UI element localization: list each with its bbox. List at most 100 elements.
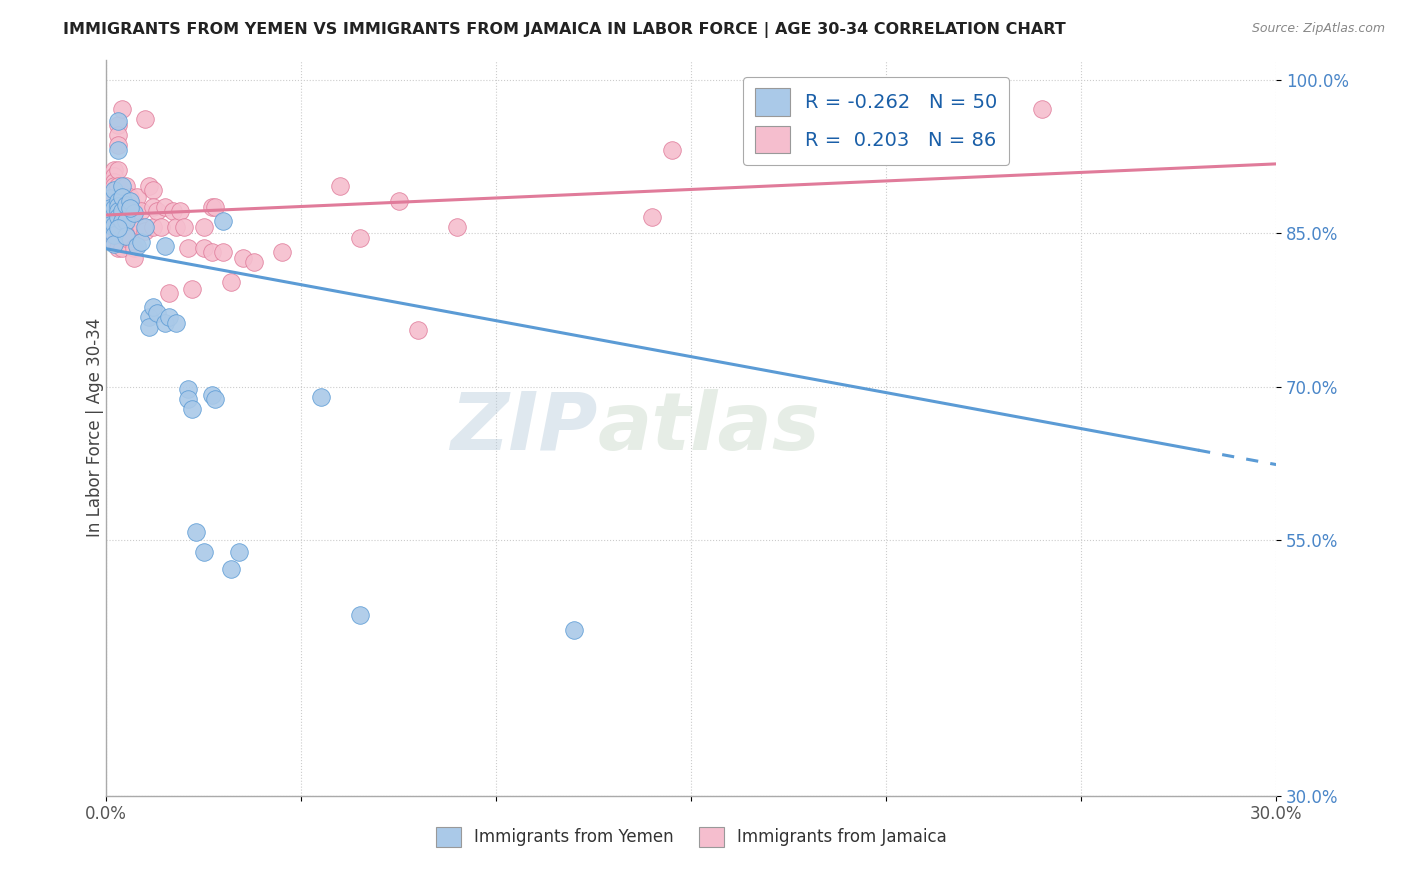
- Point: [193, 220, 215, 235]
- Point: [107, 206, 129, 220]
- Point: [562, 623, 585, 637]
- Point: [131, 220, 153, 235]
- Point: [162, 203, 184, 218]
- Point: [127, 189, 149, 203]
- Point: [270, 244, 292, 259]
- Point: [98, 200, 121, 214]
- Point: [114, 229, 136, 244]
- Point: [228, 545, 250, 559]
- Point: [153, 238, 176, 252]
- Point: [131, 235, 153, 249]
- Point: [177, 382, 200, 396]
- Point: [107, 138, 129, 153]
- Point: [103, 194, 125, 208]
- Point: [107, 200, 129, 214]
- Point: [181, 402, 204, 417]
- Point: [103, 201, 125, 215]
- Point: [134, 220, 156, 235]
- Point: [107, 220, 129, 235]
- Point: [122, 210, 145, 224]
- Point: [98, 219, 121, 233]
- Point: [111, 179, 134, 194]
- Point: [212, 214, 235, 228]
- Point: [169, 203, 191, 218]
- Point: [1031, 102, 1053, 116]
- Point: [118, 201, 141, 215]
- Point: [406, 322, 429, 336]
- Point: [114, 214, 136, 228]
- Point: [111, 194, 134, 208]
- Point: [111, 203, 134, 218]
- Point: [103, 184, 125, 198]
- Point: [138, 179, 160, 194]
- Point: [111, 189, 134, 203]
- Point: [98, 194, 121, 208]
- Point: [349, 607, 371, 622]
- Point: [111, 102, 134, 116]
- Point: [149, 220, 172, 235]
- Point: [107, 230, 129, 244]
- Point: [134, 224, 156, 238]
- Point: [114, 230, 136, 244]
- Point: [127, 238, 149, 252]
- Point: [111, 203, 134, 218]
- Point: [107, 199, 129, 213]
- Point: [157, 285, 180, 300]
- Point: [181, 282, 204, 296]
- Point: [122, 200, 145, 214]
- Text: IMMIGRANTS FROM YEMEN VS IMMIGRANTS FROM JAMAICA IN LABOR FORCE | AGE 30-34 CORR: IMMIGRANTS FROM YEMEN VS IMMIGRANTS FROM…: [63, 22, 1066, 38]
- Point: [103, 211, 125, 225]
- Point: [98, 211, 121, 225]
- Point: [114, 198, 136, 212]
- Point: [107, 143, 129, 157]
- Point: [103, 219, 125, 233]
- Point: [103, 206, 125, 220]
- Point: [146, 203, 169, 218]
- Point: [153, 200, 176, 214]
- Point: [122, 241, 145, 255]
- Point: [309, 390, 332, 404]
- Point: [138, 310, 160, 325]
- Point: [177, 392, 200, 406]
- Point: [200, 244, 222, 259]
- Point: [661, 143, 683, 157]
- Point: [212, 244, 235, 259]
- Point: [98, 201, 121, 215]
- Point: [103, 200, 125, 214]
- Point: [173, 220, 195, 235]
- Point: [177, 241, 200, 255]
- Point: [184, 524, 207, 539]
- Point: [243, 255, 266, 269]
- Point: [219, 562, 242, 576]
- Point: [118, 230, 141, 244]
- Point: [153, 317, 176, 331]
- Text: Source: ZipAtlas.com: Source: ZipAtlas.com: [1251, 22, 1385, 36]
- Point: [111, 220, 134, 235]
- Point: [118, 194, 141, 208]
- Point: [114, 210, 136, 224]
- Point: [142, 220, 165, 235]
- Text: atlas: atlas: [598, 389, 820, 467]
- Point: [131, 203, 153, 218]
- Point: [118, 200, 141, 214]
- Point: [111, 241, 134, 255]
- Y-axis label: In Labor Force | Age 30-34: In Labor Force | Age 30-34: [86, 318, 104, 537]
- Point: [219, 276, 242, 290]
- Point: [107, 114, 129, 128]
- Point: [107, 128, 129, 143]
- Point: [107, 189, 129, 203]
- Point: [165, 220, 187, 235]
- Point: [103, 220, 125, 235]
- Point: [114, 179, 136, 194]
- Point: [103, 163, 125, 178]
- Point: [103, 169, 125, 183]
- Point: [107, 179, 129, 194]
- Point: [107, 118, 129, 132]
- Point: [107, 194, 129, 208]
- Point: [114, 200, 136, 214]
- Point: [107, 203, 129, 218]
- Point: [388, 194, 411, 208]
- Point: [232, 251, 254, 265]
- Point: [107, 210, 129, 224]
- Point: [142, 200, 165, 214]
